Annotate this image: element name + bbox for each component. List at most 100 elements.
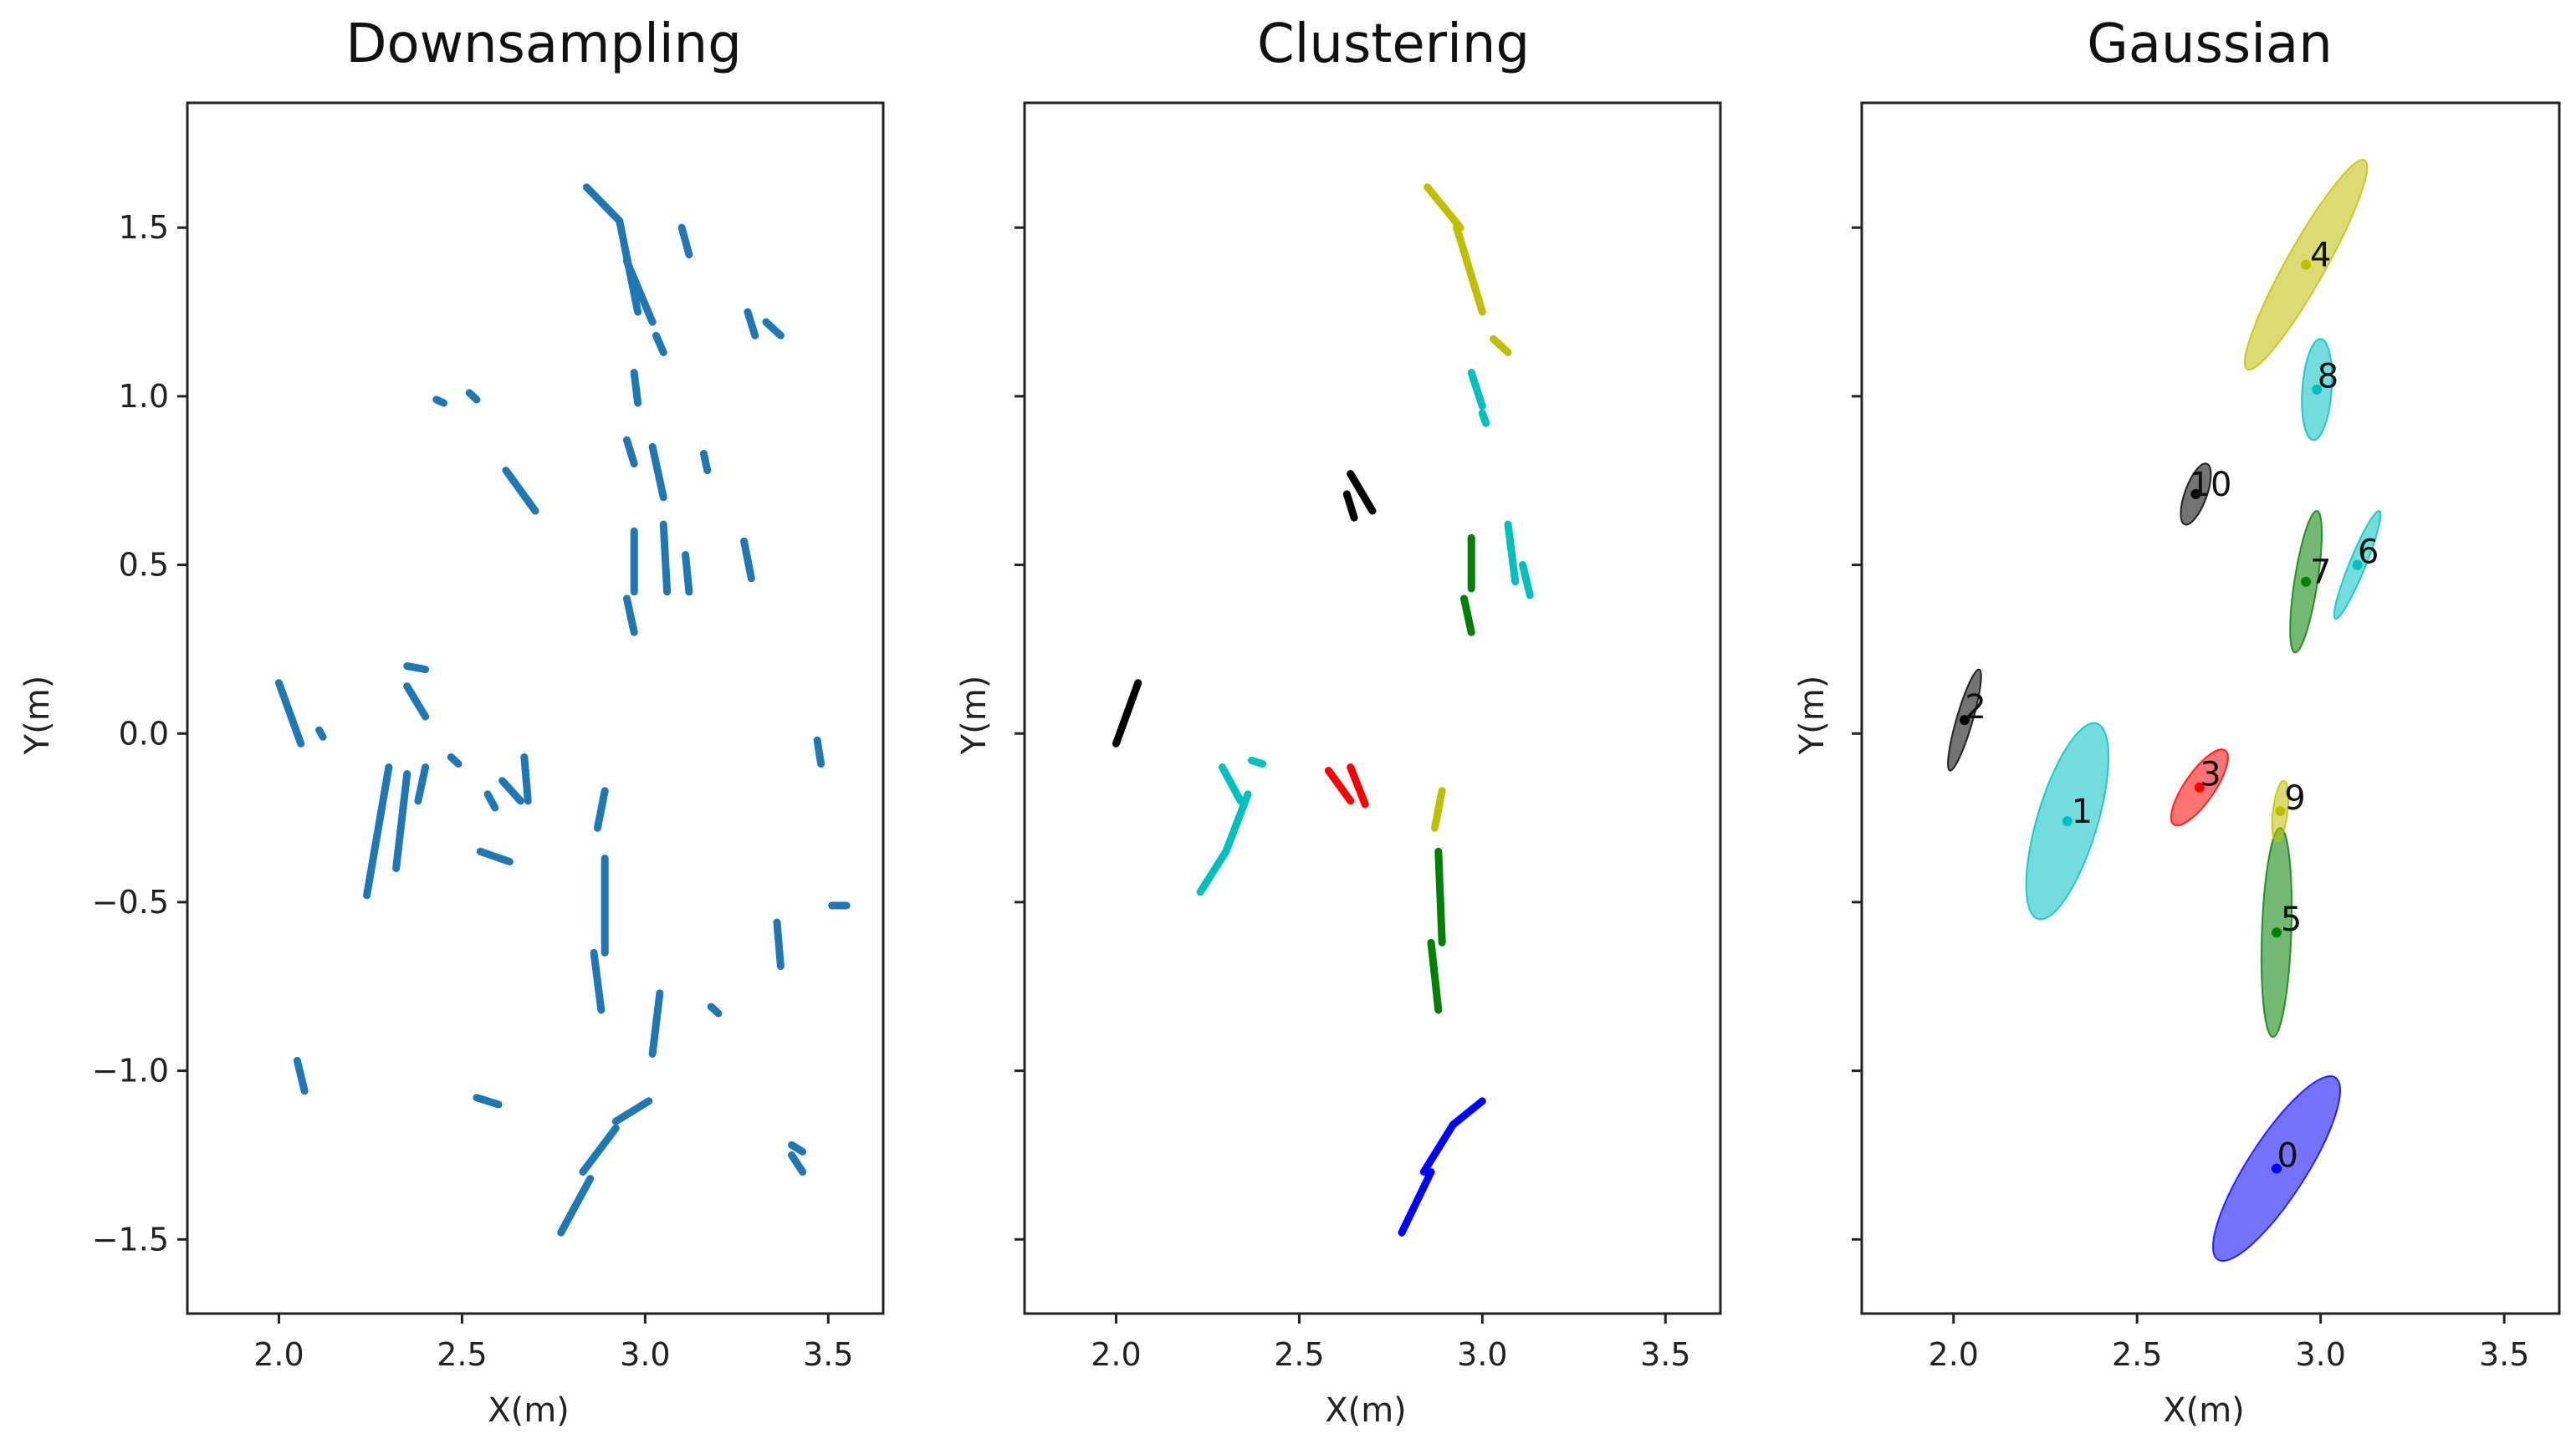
point-group (293, 1056, 309, 1095)
gaussian-label: 3 (2200, 756, 2221, 794)
point-group (1112, 679, 1142, 748)
clustering-points (1112, 183, 1534, 1237)
point-group (1434, 847, 1446, 947)
point-group (788, 1140, 807, 1156)
point-group (648, 989, 664, 1058)
y-tick-label: 1.0 (119, 378, 169, 415)
cluster-6 (1504, 520, 1534, 600)
clustering-x-axis-label: X(m) (1325, 1391, 1407, 1430)
y-tick-label: 0.0 (119, 715, 169, 752)
point-group (1478, 409, 1490, 427)
y-tick-label: −1.5 (92, 1221, 169, 1258)
gaussian-mean-point (2272, 927, 2282, 938)
gaussian-mean-point (2272, 1163, 2282, 1174)
point-group (392, 770, 411, 873)
point-group (1342, 490, 1358, 522)
point-group (652, 331, 667, 356)
point-group (403, 682, 430, 721)
x-tick-label: 3.0 (2295, 1336, 2345, 1373)
point-group (1467, 369, 1486, 411)
point-group (677, 223, 693, 259)
gaussian-mean-point (2062, 816, 2073, 827)
clustering-plot-frame (1023, 101, 1722, 1315)
gaussian-label: 9 (2284, 779, 2305, 818)
point-group (1519, 561, 1534, 600)
gaussian-mean-point (1959, 715, 1970, 726)
point-group (1427, 938, 1443, 1014)
gaussian-ellipses: 0 1 2 3 4 5 67 8 9 10 (1947, 159, 2382, 1263)
gaussian-1: 1 (2025, 722, 2110, 921)
gaussian-title: Gaussian (2087, 13, 2333, 75)
gaussian-label: 0 (2277, 1136, 2297, 1175)
gaussian-mean-point (2194, 782, 2205, 793)
point-group (465, 389, 481, 404)
downsampling-plot-frame (186, 101, 885, 1315)
gaussian-3: 3 (2170, 748, 2229, 827)
gaussian-mean-point (2352, 559, 2363, 570)
x-tick-label: 3.0 (620, 1336, 670, 1373)
point-group (1222, 790, 1252, 855)
point-group (520, 753, 532, 805)
gaussian-mean-point (2301, 259, 2312, 270)
gaussian-plot-frame (1860, 101, 2561, 1315)
downsampling-points (274, 183, 851, 1237)
gaussian-ticks: 2.0 2.5 3.0 3.5 (1852, 226, 2529, 1373)
point-group (557, 1175, 595, 1237)
point-group (502, 467, 539, 515)
point-group (1449, 1097, 1486, 1129)
y-tick-label: −1.0 (92, 1053, 169, 1089)
gaussian-label: 5 (2281, 901, 2302, 939)
point-group (762, 318, 785, 339)
gaussian-label: 4 (2310, 237, 2331, 275)
point-group (1490, 334, 1512, 356)
y-tick-label: −0.5 (92, 884, 169, 921)
point-group (363, 763, 393, 900)
cluster-2 (1112, 679, 1142, 748)
y-tick-label: 0.5 (119, 547, 169, 584)
x-tick-label: 2.5 (2112, 1336, 2162, 1373)
point-group (740, 537, 755, 583)
cluster-3 (1324, 763, 1369, 809)
point-group (1196, 847, 1230, 896)
point-group (582, 183, 624, 225)
point-group (1504, 520, 1520, 586)
point-group (483, 790, 499, 812)
cluster-9 (1430, 787, 1446, 832)
point-group (622, 594, 638, 636)
point-group (590, 948, 606, 1014)
gaussian-label: 7 (2310, 554, 2331, 592)
gaussian-5: 5 (2260, 827, 2302, 1038)
point-group (1247, 757, 1267, 768)
point-group (1347, 470, 1377, 515)
x-tick-label: 2.0 (1929, 1336, 1979, 1373)
point-group (473, 1094, 503, 1109)
cluster-4 (1423, 183, 1512, 356)
point-group (414, 763, 430, 805)
point-group (648, 442, 667, 502)
gaussian-mean-point (2275, 806, 2286, 817)
cluster-5 (1427, 847, 1446, 1014)
point-group (476, 847, 514, 866)
downsampling-title: Downsampling (345, 13, 742, 75)
point-group (682, 550, 693, 596)
clustering-ticks: 2.0 2.5 3.0 3.5 (1015, 226, 1691, 1373)
cluster-7 (1459, 533, 1475, 636)
gaussian-label: 2 (1965, 688, 1986, 727)
point-group (1423, 183, 1464, 232)
downsampling-ticks: 2.0 2.5 3.0 3.5 1.5 1.0 0.5 0.0 −0.5 −1.0 −1.5 (92, 209, 854, 1373)
gaussian-2: 2 (1947, 668, 1986, 772)
point-group (1419, 1120, 1457, 1176)
point-group (773, 918, 785, 971)
x-tick-label: 2.0 (253, 1336, 304, 1373)
point-group (1430, 787, 1446, 832)
point-group (432, 395, 448, 407)
gaussian-7: 7 (2289, 510, 2331, 654)
gaussian-x-axis-label: X(m) (2163, 1391, 2245, 1430)
x-tick-label: 2.0 (1091, 1336, 1141, 1373)
point-group (699, 449, 712, 475)
x-tick-label: 2.5 (1274, 1336, 1324, 1373)
cluster-1 (1196, 757, 1267, 896)
y-tick-label: 1.5 (119, 209, 169, 246)
point-group (813, 736, 825, 768)
